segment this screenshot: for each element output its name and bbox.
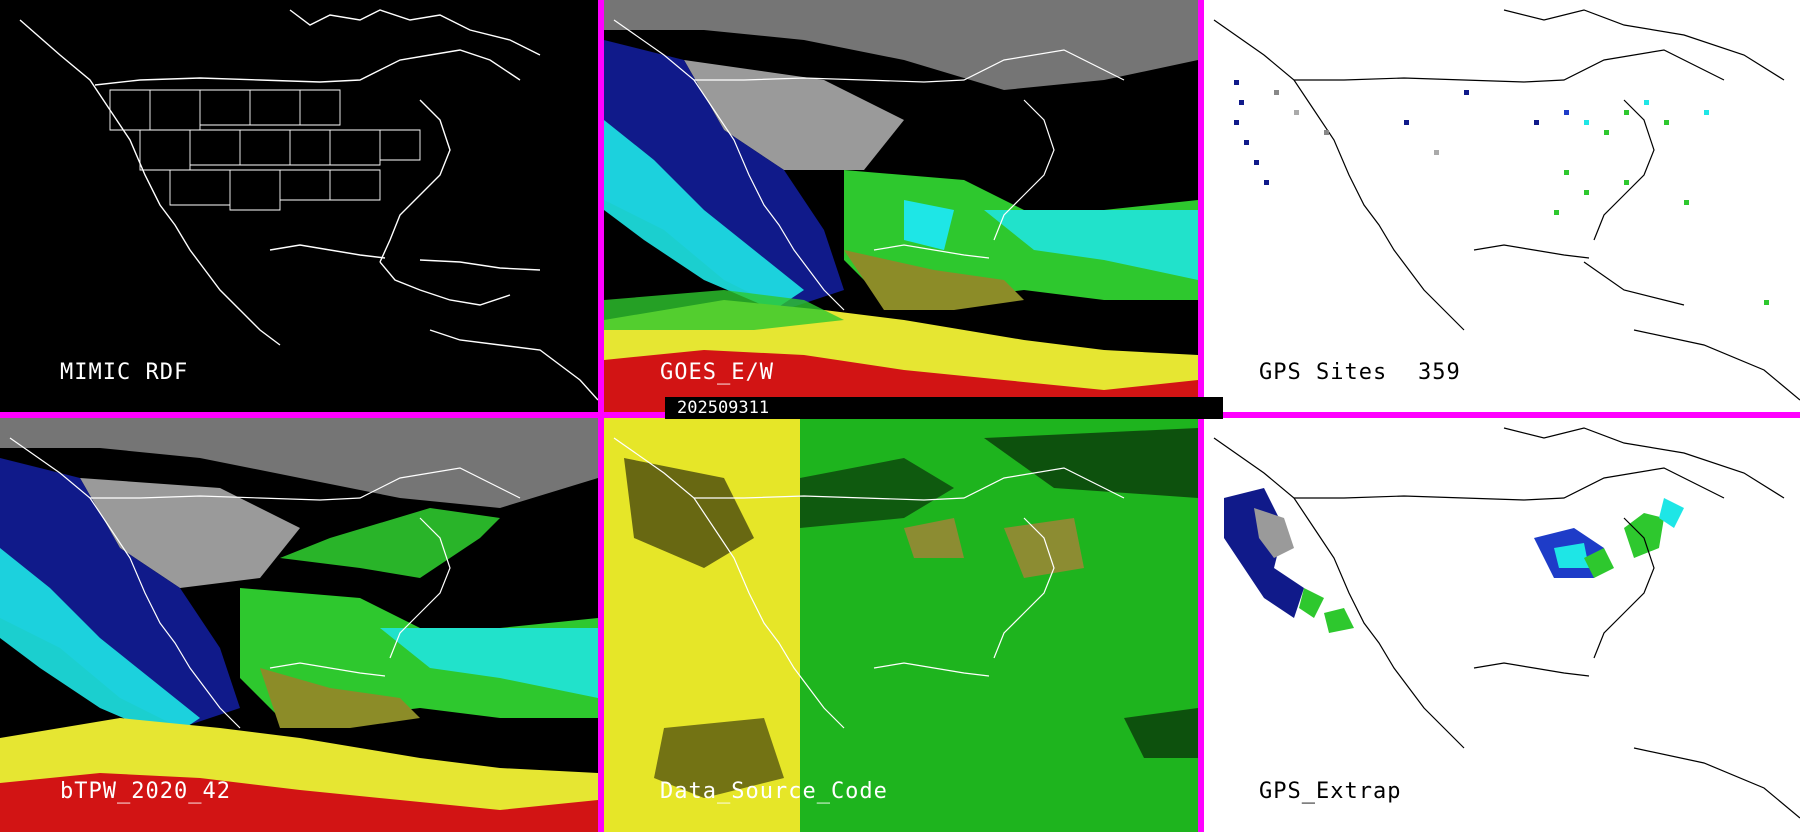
map-data-source-code	[604, 418, 1198, 832]
panel-label-gps-extrap: GPS_Extrap	[1259, 779, 1402, 804]
map-goes-ew	[604, 0, 1198, 412]
panel-btpw: bTPW_2020_42	[0, 418, 598, 832]
map-btpw	[0, 418, 598, 832]
panel-data-source-code: Data_Source_Code	[604, 418, 1198, 832]
panel-label-goes-ew: GOES_E/W	[660, 360, 774, 385]
gps-sites-count: 359	[1418, 360, 1461, 385]
map-gps-extrap	[1213, 427, 1800, 819]
panel-gps-sites: GPS Sites 359	[1204, 0, 1800, 412]
panel-gps-extrap: GPS_Extrap	[1204, 418, 1800, 832]
panel-label-btpw: bTPW_2020_42	[60, 779, 231, 804]
panel-label-mimic-rdf: MIMIC RDF	[60, 360, 189, 385]
timestamp-text: 202509311	[677, 398, 770, 418]
map-gps-sites	[1213, 9, 1800, 401]
panel-goes-ew: GOES_E/W	[604, 0, 1198, 412]
panel-label-data-source-code: Data_Source_Code	[660, 779, 888, 804]
timestamp-bar: 202509311	[665, 397, 1223, 419]
divider-vertical-left	[598, 0, 604, 832]
panel-label-gps-sites: GPS Sites	[1259, 360, 1388, 385]
panel-mimic-rdf: MIMIC RDF	[0, 0, 598, 412]
map-mimic-rdf	[19, 9, 598, 401]
